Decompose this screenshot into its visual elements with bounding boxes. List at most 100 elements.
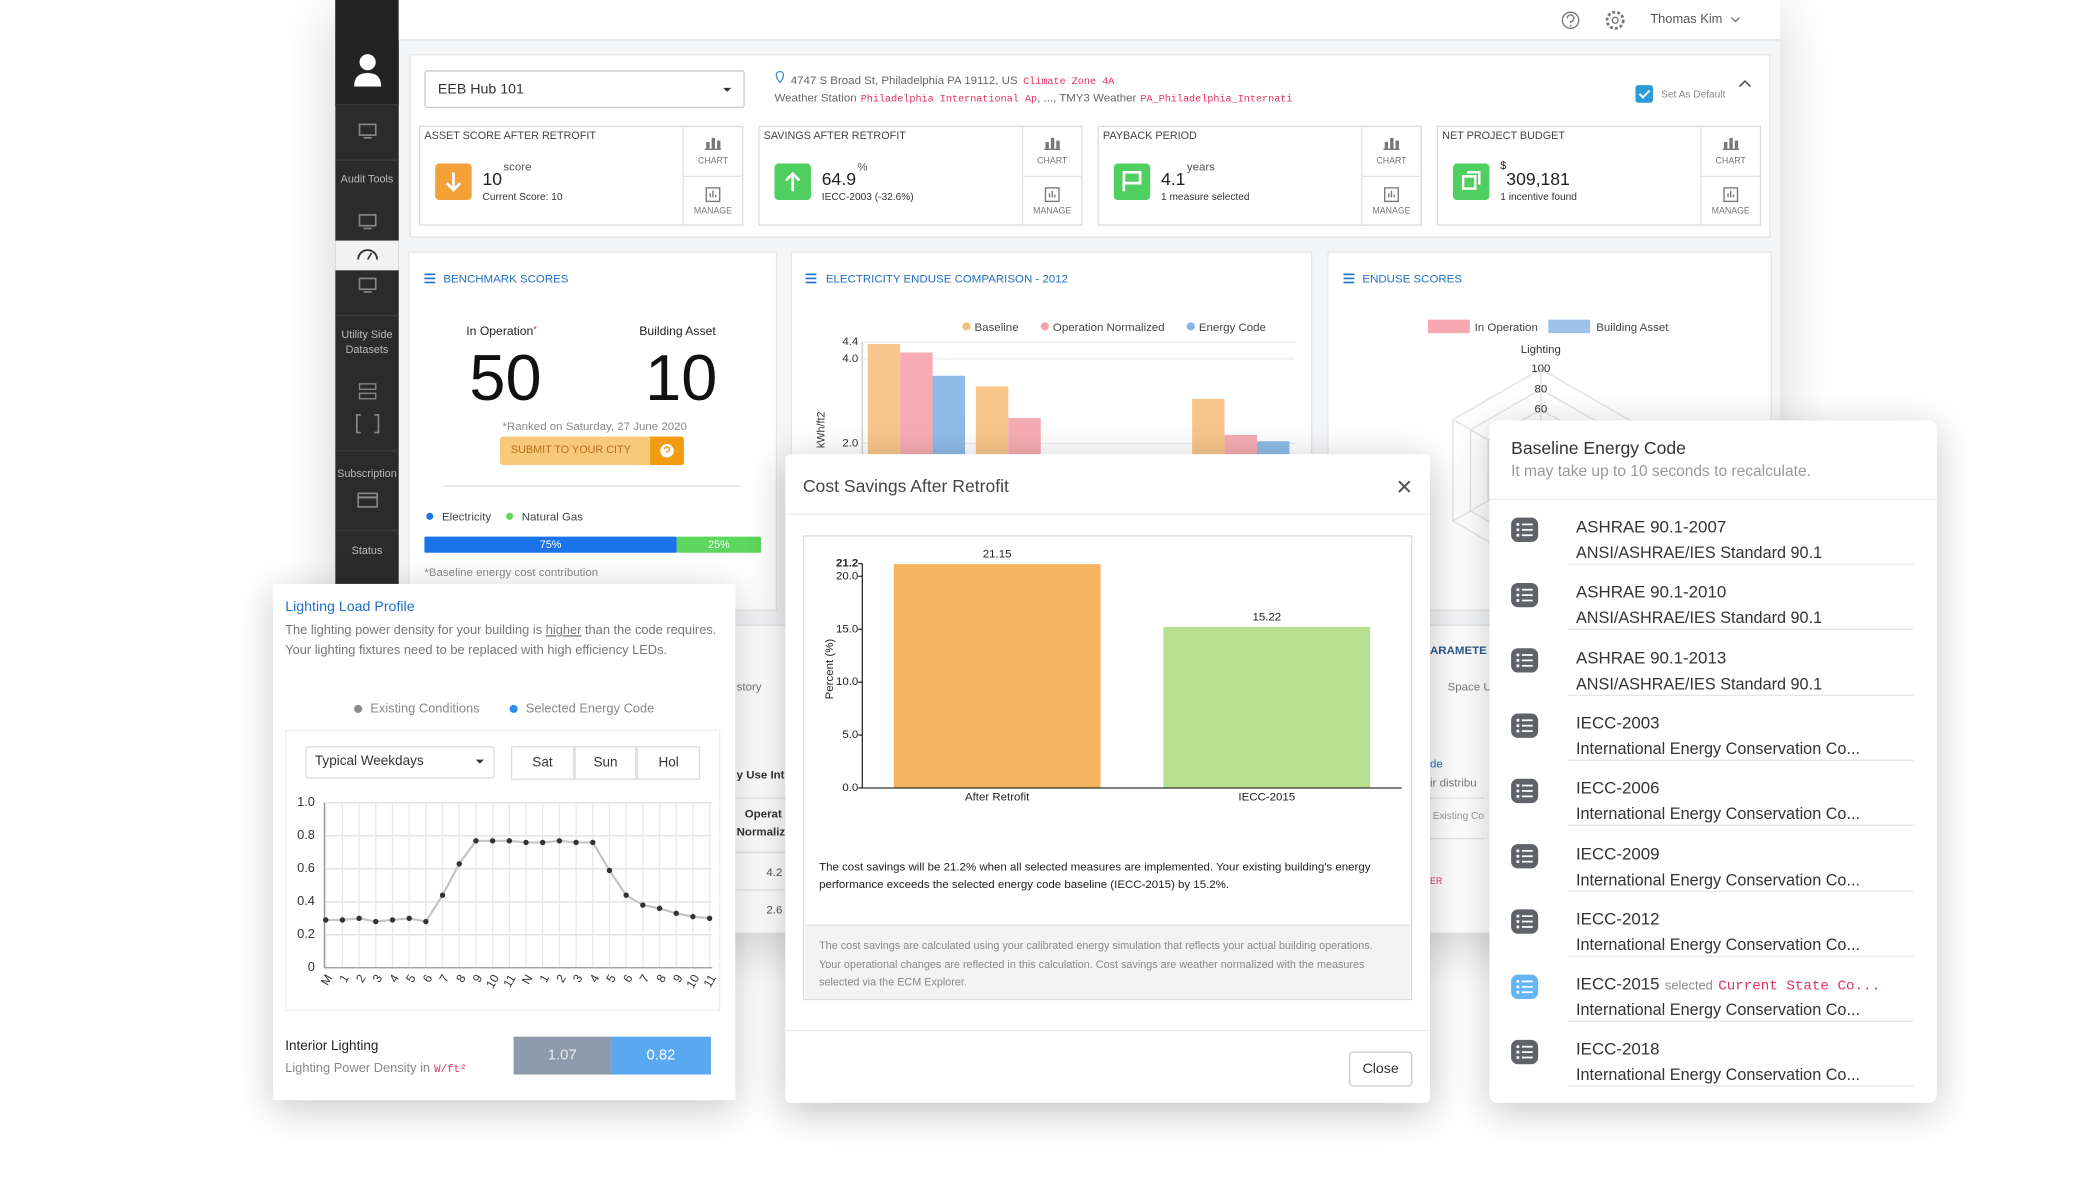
day-button-label[interactable]: Sun [593,755,618,771]
code-name-text: ASHRAE 90.1-2010 [1575,582,1727,602]
legend-label: Energy Code [1198,319,1266,334]
code-rule [1567,563,1914,565]
day-button[interactable] [510,746,575,780]
day-button[interactable] [574,746,638,780]
code-name[interactable]: IECC-2003 [1576,715,1660,732]
topbar [398,0,1781,41]
sidebar-label[interactable]: Subscription [337,467,397,480]
close-button[interactable] [1348,1051,1413,1087]
in-operation-score: 50 [469,343,542,415]
code-rule [1567,628,1914,631]
table-rule [735,851,790,853]
code-rule [1567,890,1914,892]
code-icon-dot [1516,980,1520,983]
code-name-text: ASHRAE 90.1-2013 [1575,648,1727,668]
kpi-manage-button[interactable]: MANAGE [1711,206,1750,217]
asterisk: * [533,325,537,336]
kpi-divider [1361,175,1422,178]
code-icon-dot [1516,664,1520,668]
code-icon-dot [1516,920,1520,923]
code-rule [1567,955,1914,957]
modal-close-x[interactable] [1398,480,1411,493]
code-icon-dot [1516,533,1520,537]
user-name[interactable]: Thomas Kim [1650,12,1723,28]
code-name[interactable]: ASHRAE 90.1-2013 [1575,648,1727,668]
code-name[interactable]: ASHRAE 90.1-2007 [1576,519,1726,536]
code-icon-dot [1516,528,1520,532]
kpi-value: 64.9% [822,161,868,188]
set-default-label[interactable]: Set As Default [1661,87,1726,101]
building-select[interactable] [424,70,745,109]
code-icon[interactable] [1511,778,1539,804]
modal-note: The cost savings are calculated using yo… [819,939,1373,989]
kpi-chart-button[interactable]: CHART [1037,156,1068,167]
legend-label: Operation Normalized [1052,319,1165,334]
kpi-unit: % [857,159,868,174]
code-icon[interactable] [1511,713,1539,738]
code-name[interactable]: IECC-2015 selected Current State Co... [1576,976,1880,994]
kpi-value: $309,181 [1500,160,1570,188]
code-name[interactable]: IECC-2018 [1576,1041,1660,1058]
code-desc: International Energy Conservation Co... [1575,739,1860,759]
submit-help[interactable] [650,436,684,465]
background-text: Existing Co [1432,809,1484,822]
day-select[interactable] [305,746,495,779]
code-icon[interactable] [1511,844,1539,869]
code-icon-dot [1516,729,1520,733]
code-name[interactable]: IECC-2006 [1576,780,1660,797]
code-panel: Baseline Energy Code It may take up to 10… [1489,420,1937,1103]
code-name-text: IECC-2012 [1575,909,1660,929]
code-icon[interactable] [1511,648,1539,673]
kpi-chart-button[interactable]: CHART [697,156,729,167]
kpi-number: 10 [482,168,503,190]
code-icon[interactable] [1511,909,1539,934]
kpi-detail: 1 measure selected [1161,190,1250,203]
code-name[interactable]: IECC-2009 [1576,845,1660,862]
code-name[interactable]: IECC-2012 [1575,909,1660,929]
code-icon-dot [1516,860,1520,864]
weather-station: Philadelphia International Ap [860,94,1038,106]
sidebar-label[interactable]: Utility Side Datasets [341,328,393,356]
code-icon[interactable] [1511,582,1539,608]
metric-sub-label: Lighting Power Density in [285,1061,431,1076]
kpi-title: NET PROJECT BUDGET [1442,129,1565,142]
metric-unit: W/ft² [434,1063,467,1076]
background-text: ER [1430,877,1443,887]
kpi-chart-button[interactable]: CHART [1715,156,1746,167]
address-line: 4747 S Broad St, Philadelphia PA 19112, … [791,74,1115,88]
code-icon-dot [1516,653,1520,657]
code-desc: International Energy Conservation Co... [1575,935,1860,954]
kpi-title: ASSET SCORE AFTER RETROFIT [424,129,597,142]
sidebar-label[interactable]: Status [351,544,383,557]
building-asset-score: 10 [645,343,718,415]
code-icon-dot [1516,1050,1520,1054]
code-icon[interactable] [1511,517,1539,542]
kpi-manage-button[interactable]: MANAGE [693,206,733,217]
kpi-manage-button[interactable]: MANAGE [1033,206,1072,217]
day-button[interactable] [637,746,701,780]
close-button-label[interactable]: Close [1362,1061,1399,1078]
kpi-divider [1021,175,1083,178]
legend-label: Selected Energy Code [525,701,655,717]
submit-label[interactable]: SUBMIT TO YOUR CITY [510,443,631,456]
code-icon-dot [1516,1056,1520,1059]
sidebar-label[interactable]: Audit Tools [340,173,394,186]
code-icon[interactable] [1511,974,1539,999]
kpi-manage-button[interactable]: MANAGE [1372,206,1411,217]
kpi-chart-button[interactable]: CHART [1376,156,1407,167]
code-icon[interactable] [1511,1039,1539,1065]
panel-title: Baseline Energy Code [1511,437,1686,459]
description-part: than the code requires. Your lighting fi… [285,623,720,659]
day-select-label[interactable]: Typical Weekdays [314,754,424,770]
code-value: 0.82 [646,1047,676,1064]
code-name-text: IECC-2009 [1575,844,1660,864]
day-button-label[interactable]: Sat [532,755,553,771]
legend-dot [509,704,518,713]
code-name[interactable]: ASHRAE 90.1-2010 [1576,584,1726,601]
sidebar-separator [335,314,399,317]
day-button-label[interactable]: Hol [658,755,679,771]
code-icon-dot [1516,854,1520,858]
building-name[interactable]: EEB Hub 101 [437,81,524,98]
code-name-text: IECC-2018 [1575,1039,1660,1059]
